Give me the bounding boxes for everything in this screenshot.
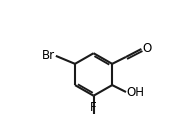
Text: Br: Br xyxy=(42,49,55,62)
Text: F: F xyxy=(90,101,97,114)
Text: OH: OH xyxy=(126,86,145,99)
Text: O: O xyxy=(142,43,151,55)
